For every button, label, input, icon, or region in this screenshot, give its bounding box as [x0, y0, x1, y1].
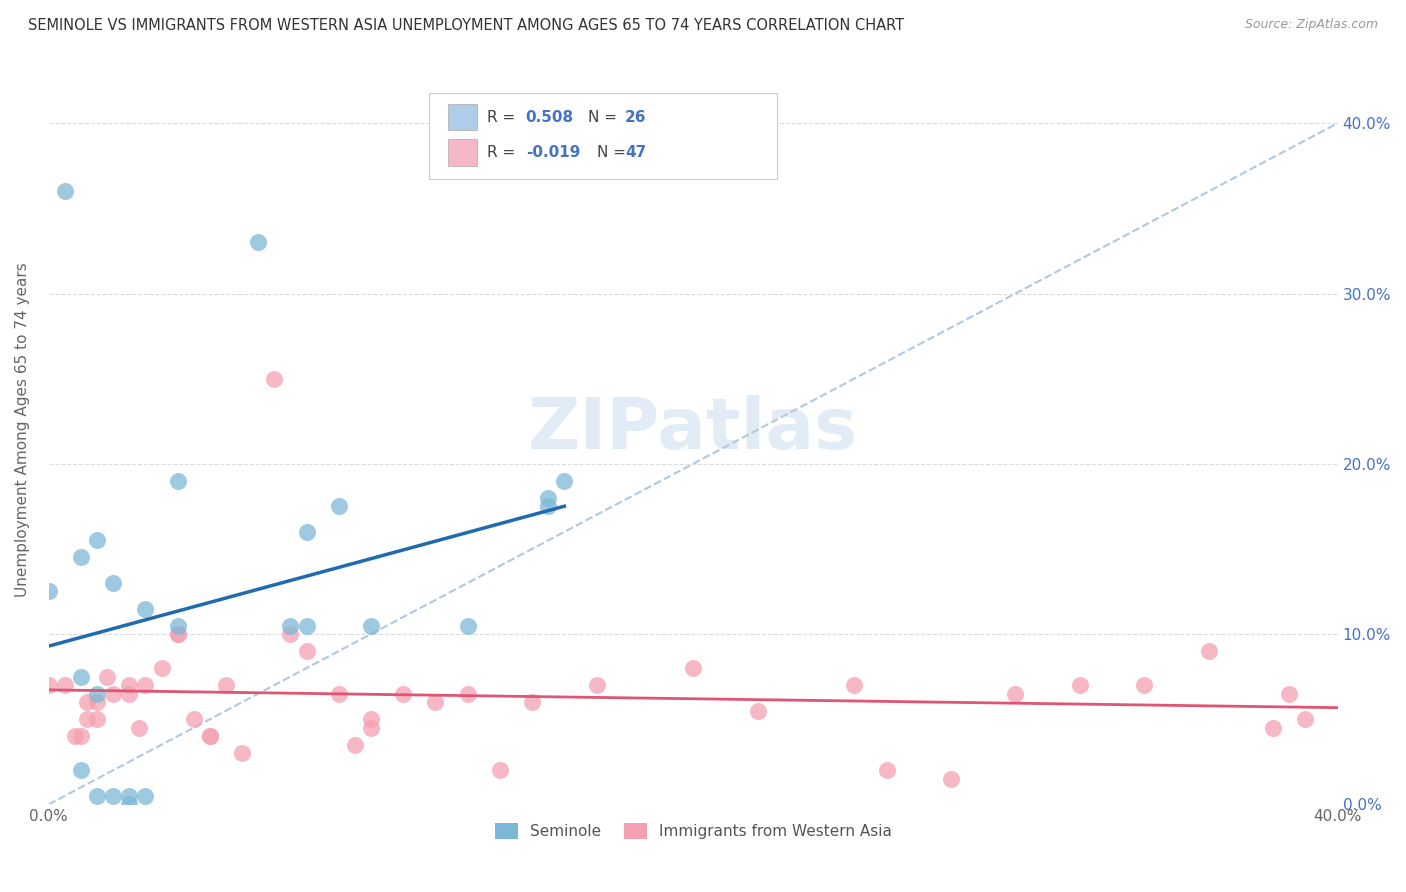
Point — [457, 687, 479, 701]
Point — [53, 678, 76, 692]
Point — [70, 764, 93, 778]
Point — [343, 738, 366, 752]
Point — [53, 185, 76, 199]
Point — [295, 524, 318, 539]
Text: R =: R = — [486, 110, 520, 125]
Text: -0.019: -0.019 — [526, 145, 581, 160]
Point — [70, 550, 93, 565]
Point — [1294, 712, 1316, 726]
Point — [1133, 678, 1156, 692]
Text: 26: 26 — [624, 110, 647, 125]
Point — [166, 627, 188, 641]
Point — [134, 601, 156, 615]
Point — [360, 712, 382, 726]
Point — [86, 789, 108, 803]
Point — [63, 729, 86, 743]
Point — [198, 729, 221, 743]
Point — [38, 678, 60, 692]
Point — [86, 533, 108, 548]
Point — [103, 687, 125, 701]
Point — [747, 704, 769, 718]
Point — [876, 764, 898, 778]
Point — [682, 661, 704, 675]
Point — [360, 618, 382, 632]
Point — [247, 235, 270, 250]
Point — [1198, 644, 1220, 658]
Point — [844, 678, 866, 692]
Point — [86, 695, 108, 709]
Text: 47: 47 — [624, 145, 647, 160]
Text: ZIPatlas: ZIPatlas — [529, 395, 858, 464]
FancyBboxPatch shape — [449, 104, 477, 130]
Point — [295, 644, 318, 658]
FancyBboxPatch shape — [449, 139, 477, 166]
Point — [231, 746, 253, 760]
Point — [489, 764, 512, 778]
Point — [166, 474, 188, 488]
Text: Source: ZipAtlas.com: Source: ZipAtlas.com — [1244, 18, 1378, 31]
Point — [457, 618, 479, 632]
Point — [86, 712, 108, 726]
Point — [128, 721, 150, 735]
Point — [118, 678, 141, 692]
Y-axis label: Unemployment Among Ages 65 to 74 years: Unemployment Among Ages 65 to 74 years — [15, 262, 30, 597]
Point — [392, 687, 415, 701]
Point — [198, 729, 221, 743]
Point — [1263, 721, 1285, 735]
Text: N =: N = — [596, 145, 630, 160]
Text: SEMINOLE VS IMMIGRANTS FROM WESTERN ASIA UNEMPLOYMENT AMONG AGES 65 TO 74 YEARS : SEMINOLE VS IMMIGRANTS FROM WESTERN ASIA… — [28, 18, 904, 33]
Point — [537, 491, 560, 505]
Point — [150, 661, 173, 675]
Point — [166, 627, 188, 641]
Text: N =: N = — [588, 110, 621, 125]
Point — [118, 797, 141, 812]
Point — [215, 678, 238, 692]
Point — [70, 729, 93, 743]
Point — [118, 687, 141, 701]
Point — [553, 474, 575, 488]
Point — [103, 789, 125, 803]
Point — [328, 500, 350, 514]
Text: 0.508: 0.508 — [526, 110, 574, 125]
Point — [118, 789, 141, 803]
Point — [537, 500, 560, 514]
Point — [360, 721, 382, 735]
Point — [134, 789, 156, 803]
Point — [425, 695, 447, 709]
Point — [76, 712, 98, 726]
Point — [1278, 687, 1301, 701]
Point — [263, 371, 285, 385]
Point — [38, 584, 60, 599]
FancyBboxPatch shape — [429, 93, 778, 178]
Point — [70, 670, 93, 684]
Point — [96, 670, 118, 684]
Point — [183, 712, 205, 726]
Point — [134, 678, 156, 692]
Point — [76, 695, 98, 709]
Legend: Seminole, Immigrants from Western Asia: Seminole, Immigrants from Western Asia — [488, 817, 898, 846]
Point — [1004, 687, 1026, 701]
Point — [585, 678, 607, 692]
Point — [103, 576, 125, 591]
Point — [280, 627, 302, 641]
Point — [166, 618, 188, 632]
Point — [520, 695, 543, 709]
Point — [1069, 678, 1091, 692]
Point — [86, 687, 108, 701]
Text: R =: R = — [486, 145, 520, 160]
Point — [328, 687, 350, 701]
Point — [939, 772, 962, 786]
Point — [295, 618, 318, 632]
Point — [280, 618, 302, 632]
